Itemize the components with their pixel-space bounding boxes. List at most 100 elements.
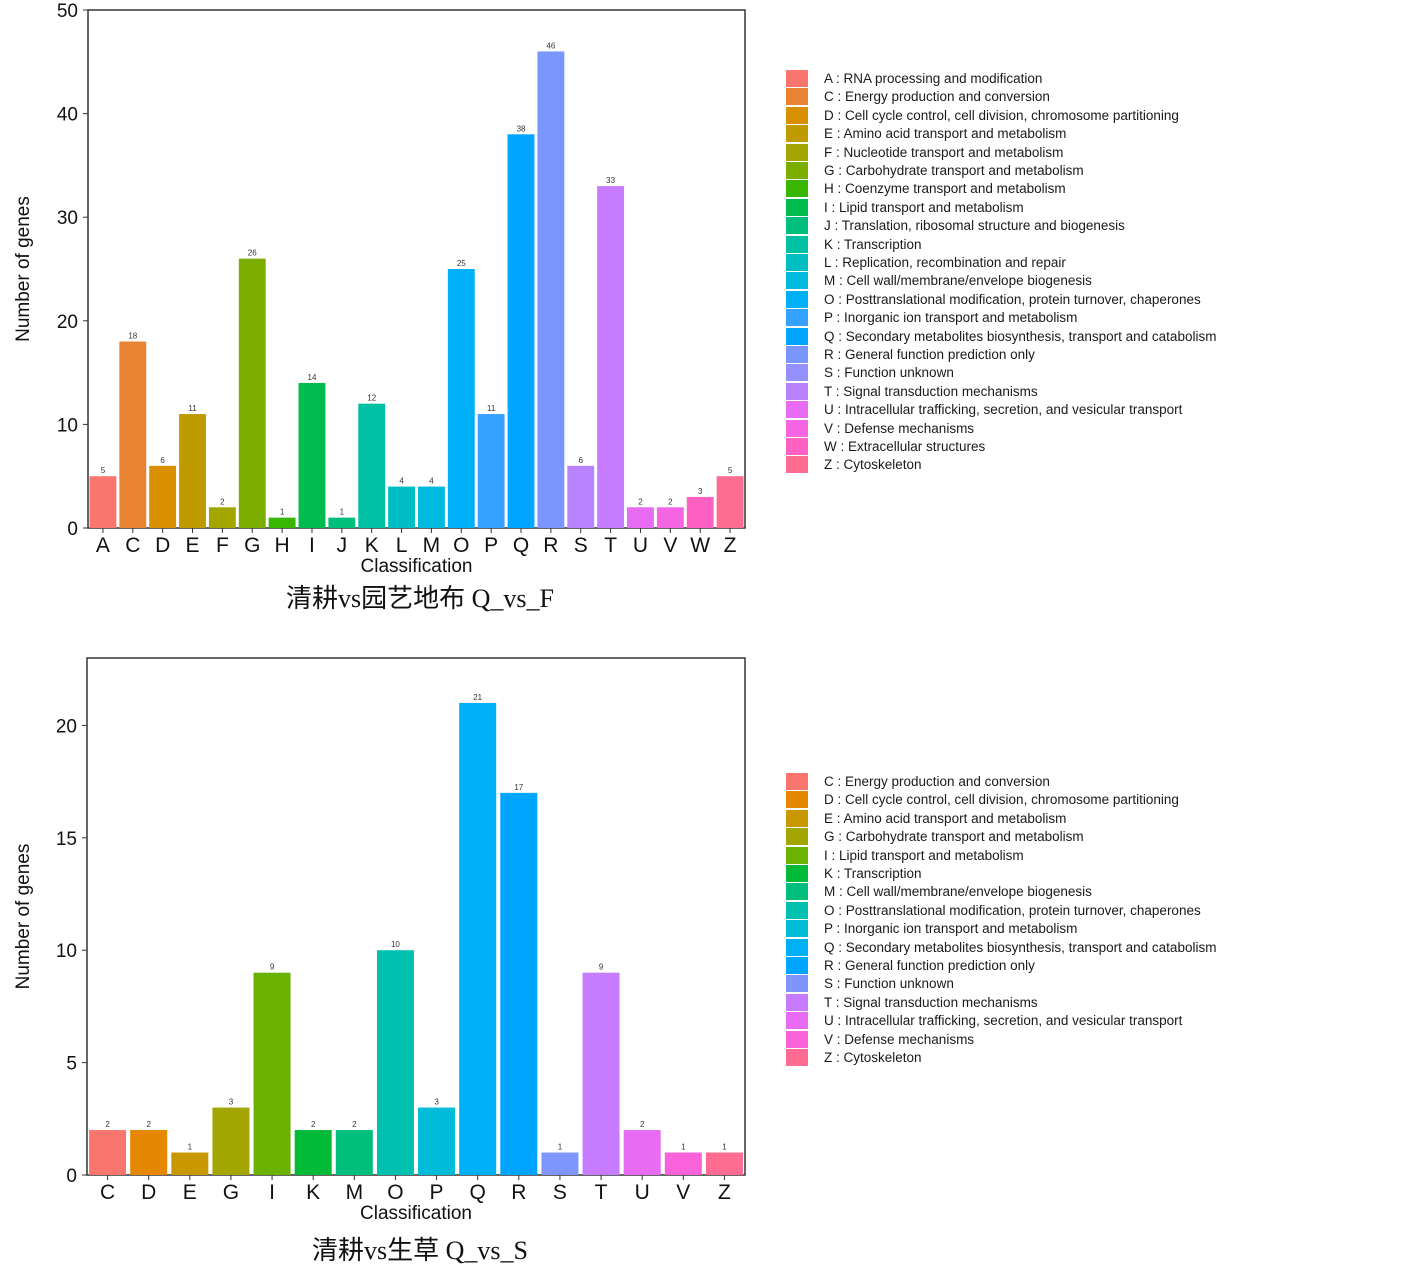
legend-swatch (786, 70, 808, 87)
legend-swatch (786, 920, 808, 938)
data-label-Q: 38 (517, 124, 526, 133)
data-label-G: 26 (248, 249, 257, 258)
bar-K (358, 403, 386, 528)
x-tick-label-U: U (635, 1181, 650, 1204)
bar-G (212, 1107, 250, 1175)
legend-label: G : Carbohydrate transport and metabolis… (824, 163, 1084, 178)
legend-swatch (786, 309, 808, 327)
data-label-J: 1 (340, 508, 345, 517)
x-tick-label-G: G (223, 1181, 239, 1204)
x-tick-label-F: F (216, 534, 229, 557)
legend-label: M : Cell wall/membrane/envelope biogenes… (824, 884, 1092, 900)
x-tick-label-V: V (676, 1181, 690, 1204)
data-label-E: 11 (188, 404, 197, 413)
bar-O (447, 269, 475, 528)
bar-W (686, 496, 714, 528)
x-tick-label-M: M (346, 1181, 364, 1204)
y-tick-label: 10 (56, 941, 77, 962)
x-tick-label-S: S (574, 534, 588, 557)
legend-swatch (786, 865, 808, 882)
legend-label: V : Defense mechanisms (824, 1031, 975, 1047)
legend-swatch (786, 180, 808, 198)
legend-label: J : Translation, ribosomal structure and… (824, 218, 1125, 234)
y-axis-title: Number of genes (13, 844, 34, 990)
y-tick-label: 30 (57, 208, 78, 229)
bar-D (149, 465, 177, 528)
legend-swatch (786, 1012, 808, 1030)
legend-label: O : Posttranslational modification, prot… (824, 902, 1201, 918)
data-label-P: 3 (434, 1098, 439, 1107)
legend-label: R : General function prediction only (824, 958, 1035, 973)
x-tick-label-V: V (663, 534, 677, 557)
x-tick-label-I: I (269, 1181, 275, 1204)
legend-label: Z : Cytoskeleton (824, 1050, 922, 1065)
x-tick-label-T: T (595, 1181, 608, 1204)
legend-label: P : Inorganic ion transport and metaboli… (824, 921, 1078, 937)
data-label-M: 2 (352, 1120, 357, 1129)
data-label-V: 1 (681, 1143, 686, 1152)
x-tick-label-A: A (96, 534, 110, 557)
bar-K (294, 1130, 332, 1175)
legend-label: D : Cell cycle control, cell division, c… (824, 107, 1179, 123)
x-tick-label-R: R (543, 534, 558, 557)
x-tick-label-D: D (155, 534, 170, 557)
y-tick-label: 0 (66, 1166, 77, 1187)
data-label-H: 1 (280, 508, 285, 517)
legend-swatch (786, 346, 808, 363)
data-label-C: 18 (128, 332, 137, 341)
bar-Q (459, 702, 497, 1175)
data-label-D: 2 (146, 1120, 151, 1129)
bar-Q (507, 134, 535, 528)
bar-G (238, 258, 266, 528)
y-tick-label: 0 (67, 519, 78, 540)
bar-P (418, 1107, 456, 1175)
bar-E (171, 1152, 209, 1175)
x-tick-label-E: E (186, 534, 200, 557)
x-tick-label-G: G (244, 534, 260, 557)
x-axis-title: Classification (360, 1203, 472, 1224)
y-tick-label: 15 (56, 829, 77, 850)
y-tick-label: 10 (57, 415, 78, 436)
x-tick-label-K: K (365, 534, 379, 557)
legend-label: W : Extracellular structures (824, 439, 986, 454)
x-tick-label-H: H (275, 534, 290, 557)
legend-swatch (786, 901, 808, 919)
bar-I (253, 972, 291, 1175)
legend-swatch (786, 975, 808, 993)
bar-F (208, 507, 236, 528)
legend-swatch (786, 327, 808, 345)
legend-label: E : Amino acid transport and metabolism (824, 810, 1067, 826)
legend-swatch (786, 993, 808, 1011)
legend-label: D : Cell cycle control, cell division, c… (824, 792, 1179, 808)
legend-label: O : Posttranslational modification, prot… (824, 291, 1201, 307)
legend-label: G : Carbohydrate transport and metabolis… (824, 829, 1084, 845)
data-label-M: 4 (429, 477, 434, 486)
x-tick-label-J: J (337, 534, 348, 557)
bar-Z (705, 1152, 743, 1175)
x-tick-label-D: D (141, 1181, 156, 1204)
x-tick-label-Z: Z (718, 1181, 731, 1204)
bar-E (179, 414, 206, 528)
legend-label: S : Function unknown (824, 976, 954, 992)
data-label-A: 5 (101, 466, 106, 475)
legend-swatch (786, 1049, 808, 1066)
x-tick-label-K: K (306, 1181, 320, 1204)
legend-swatch (786, 272, 808, 290)
data-label-G: 3 (229, 1098, 234, 1107)
bar-J (328, 517, 356, 528)
legend-swatch (786, 364, 808, 382)
legend-label: K : Transcription (824, 236, 922, 252)
bar-V (664, 1152, 702, 1175)
x-tick-label-O: O (387, 1181, 403, 1204)
bar-O (376, 950, 414, 1175)
legend-label: T : Signal transduction mechanisms (824, 383, 1038, 399)
bar-C (119, 341, 147, 528)
legend-label: I : Lipid transport and metabolism (824, 847, 1024, 863)
legend-label: F : Nucleotide transport and metabolism (824, 144, 1064, 160)
legend-swatch (786, 217, 808, 235)
x-tick-label-R: R (511, 1181, 526, 1204)
bar-R (500, 792, 538, 1175)
data-label-S: 1 (558, 1143, 563, 1152)
y-tick-label: 20 (56, 716, 77, 737)
legend-label: S : Function unknown (824, 365, 954, 381)
